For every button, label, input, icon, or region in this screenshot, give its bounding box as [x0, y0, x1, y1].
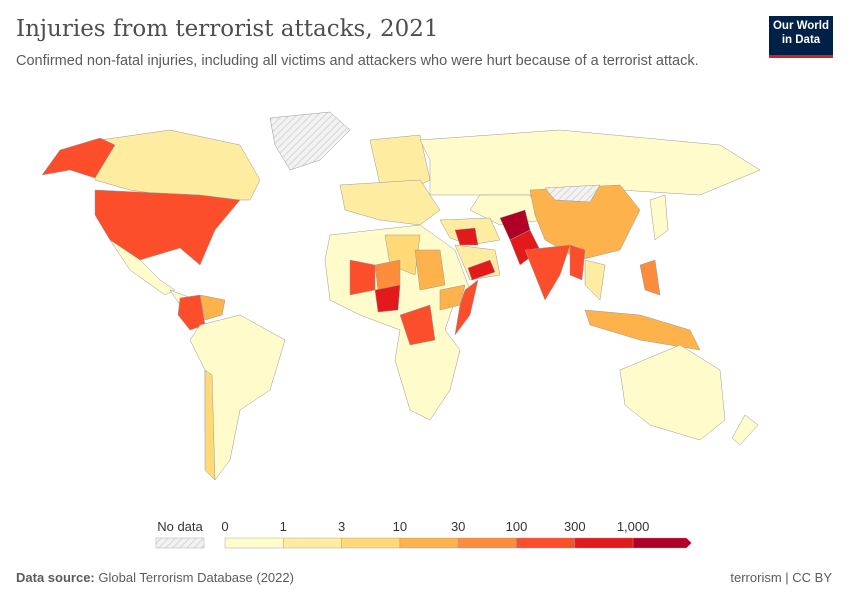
legend-tick-label: 1,000 — [617, 519, 650, 534]
world-map[interactable] — [0, 100, 850, 500]
chart-subtitle: Confirmed non-fatal injuries, including … — [16, 53, 699, 69]
legend-bin[interactable] — [224, 537, 284, 549]
legend-tick-label: 1 — [280, 519, 287, 534]
country-region[interactable] — [94, 129, 261, 201]
country-region[interactable] — [177, 294, 206, 331]
country-region[interactable] — [544, 184, 601, 203]
country-region[interactable] — [94, 189, 241, 266]
country-region[interactable] — [524, 244, 571, 301]
no-data-label: No data — [157, 519, 203, 534]
country-region[interactable] — [584, 309, 701, 351]
country-region[interactable] — [454, 227, 479, 246]
logo-line2: in Data — [781, 34, 821, 46]
country-region[interactable] — [419, 129, 761, 196]
legend-bin[interactable] — [458, 537, 517, 549]
data-source: Data source: Global Terrorism Database (… — [16, 570, 294, 585]
country-region[interactable] — [399, 304, 436, 346]
country-region[interactable] — [467, 259, 496, 281]
country-region[interactable] — [414, 249, 446, 291]
country-region[interactable] — [41, 137, 116, 179]
source-label: Data source: — [16, 570, 95, 585]
country-region[interactable] — [199, 294, 226, 321]
no-data-swatch — [155, 537, 205, 549]
color-legend: No data 0 1 3 10 30 100 300 1,000 — [155, 519, 692, 549]
country-region[interactable] — [269, 111, 351, 171]
source-text[interactable]: Global Terrorism Database (2022) — [98, 570, 294, 585]
legend-tick-label: 3 — [338, 519, 345, 534]
legend-bin[interactable] — [574, 537, 634, 549]
country-region[interactable] — [569, 244, 586, 281]
country-region[interactable] — [109, 239, 176, 296]
country-region[interactable] — [339, 179, 441, 226]
legend-tick-label: 300 — [564, 519, 586, 534]
legend-bin[interactable] — [341, 537, 401, 549]
legend-bin[interactable] — [283, 537, 342, 549]
country-region[interactable] — [619, 344, 726, 441]
country-region[interactable] — [649, 194, 669, 241]
legend-bin[interactable] — [516, 537, 575, 549]
country-region[interactable] — [454, 279, 479, 336]
legend-tick-label: 30 — [451, 519, 465, 534]
legend-bin[interactable] — [399, 537, 459, 549]
country-region[interactable] — [639, 259, 661, 296]
country-region[interactable] — [529, 184, 641, 261]
logo-line1: Our World — [772, 20, 829, 32]
legend-tick-label: 10 — [393, 519, 407, 534]
country-region[interactable] — [189, 314, 286, 481]
legend-tick-label: 100 — [506, 519, 528, 534]
legend-bin[interactable] — [632, 537, 692, 549]
footer-license[interactable]: terrorism | CC BY — [730, 570, 832, 585]
chart-title: Injuries from terrorist attacks, 2021 — [16, 16, 439, 42]
legend-tick-label: 0 — [221, 519, 228, 534]
country-region[interactable] — [584, 259, 606, 301]
country-region[interactable] — [204, 369, 216, 481]
country-region[interactable] — [731, 414, 759, 446]
owid-logo[interactable]: Our World in Data — [769, 16, 833, 58]
country-region[interactable] — [349, 259, 376, 296]
country-region[interactable] — [374, 284, 401, 313]
